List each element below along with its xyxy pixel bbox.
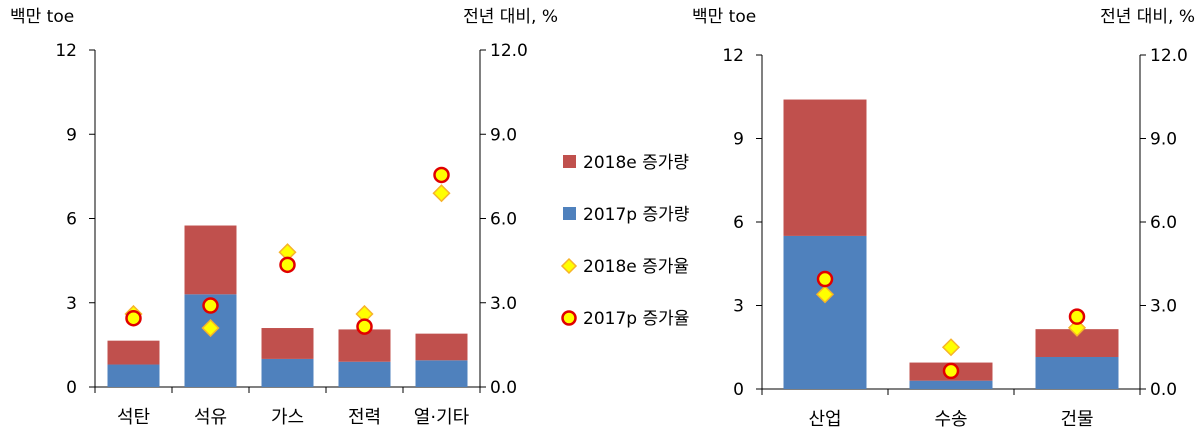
legend-label: 2018e 증가율 [583, 257, 689, 277]
bar-2018e-increase [107, 340, 160, 365]
left-tick-label: 0 [66, 378, 77, 398]
marker-2017p-rate [125, 309, 142, 327]
legend-swatch-2017p-increase [563, 207, 576, 220]
legend-item: 2017p 증가량 [563, 205, 690, 225]
right-axis-title: 전년 대비, % [1100, 7, 1195, 27]
left-tick-label: 9 [66, 125, 77, 145]
left-tick-label: 6 [66, 210, 77, 230]
bar-2017p-increase [415, 360, 468, 387]
chart-panel-2: 백만 toe 전년 대비, % 0 3 6 9 12 0.0 3.0 6.0 9.0 12.0 산업 수송… [692, 7, 1195, 430]
left-tick-label: 12 [722, 46, 744, 66]
right-tick-label: 12.0 [490, 41, 528, 61]
category-label: 석탄 [117, 407, 150, 428]
legend-diamond-2018e-rate [560, 257, 578, 275]
marker-2017p-rate [433, 166, 450, 184]
right-tick-label: 6.0 [490, 210, 517, 230]
marker-2018e-rate [432, 184, 451, 203]
category-label: 가스 [271, 407, 304, 428]
bar-2018e-increase [783, 99, 867, 236]
right-tick-label: 0.0 [490, 378, 517, 398]
bar-2017p-increase [783, 235, 867, 389]
bar-2018e-increase [261, 328, 314, 359]
right-tick-label: 9.0 [1150, 130, 1177, 150]
category-label: 산업 [808, 409, 841, 430]
marker-2017p-rate [816, 270, 834, 288]
right-tick-label: 6.0 [1150, 213, 1177, 233]
left-tick-label: 12 [55, 41, 77, 61]
right-tick-label: 3.0 [1150, 297, 1177, 317]
bar-2017p-increase [107, 364, 160, 387]
marker-2018e-rate [815, 285, 835, 304]
left-axis-title: 백만 toe [10, 7, 74, 27]
bar-2017p-increase [261, 358, 314, 387]
category-label: 열·기타 [414, 407, 470, 428]
left-tick-label: 3 [66, 294, 77, 314]
legend-item: 2018e 증가율 [560, 257, 689, 277]
left-tick-label: 6 [733, 213, 744, 233]
marker-2017p-rate [942, 362, 960, 380]
left-axis-title: 백만 toe [692, 7, 756, 27]
legend: 2018e 증가량 2017p 증가량 2018e 증가율 2017p 증가율 [560, 153, 690, 329]
bar-2017p-increase [338, 361, 391, 387]
bar-2017p-increase [909, 380, 993, 389]
category-label: 전력 [348, 407, 381, 428]
left-tick-label: 3 [733, 297, 744, 317]
legend-label: 2018e 증가량 [583, 153, 689, 173]
right-tick-label: 0.0 [1150, 380, 1177, 400]
bar-2018e-increase [415, 333, 468, 361]
category-label: 석유 [194, 407, 227, 428]
marker-2017p-rate [279, 256, 296, 274]
category-label: 수송 [934, 409, 967, 430]
right-tick-label: 9.0 [490, 125, 517, 145]
right-tick-label: 12.0 [1150, 46, 1188, 66]
legend-item: 2018e 증가량 [563, 153, 689, 173]
marker-2018e-rate [201, 318, 220, 338]
left-tick-label: 9 [733, 130, 744, 150]
marker-2017p-rate [202, 297, 219, 314]
bar-2017p-increase [1035, 356, 1119, 389]
legend-label: 2017p 증가량 [583, 205, 690, 225]
legend-item: 2017p 증가율 [561, 309, 689, 329]
chart-panel-1: 백만 toe 전년 대비, % 0 3 6 9 12 0.0 3.0 6.0 9.0 12.0 석탄 석유… [10, 7, 558, 428]
right-tick-label: 3.0 [490, 294, 517, 314]
right-axis-title: 전년 대비, % [463, 7, 558, 27]
bar-2018e-increase [184, 225, 237, 295]
legend-swatch-2018e-increase [563, 155, 576, 168]
category-label: 건물 [1060, 409, 1093, 430]
left-tick-label: 0 [733, 380, 744, 400]
legend-circle-2017p-rate [561, 310, 577, 326]
marker-2018e-rate [941, 338, 961, 357]
legend-label: 2017p 증가율 [583, 309, 689, 329]
marker-2017p-rate [356, 318, 373, 335]
marker-2017p-rate [1068, 308, 1086, 325]
